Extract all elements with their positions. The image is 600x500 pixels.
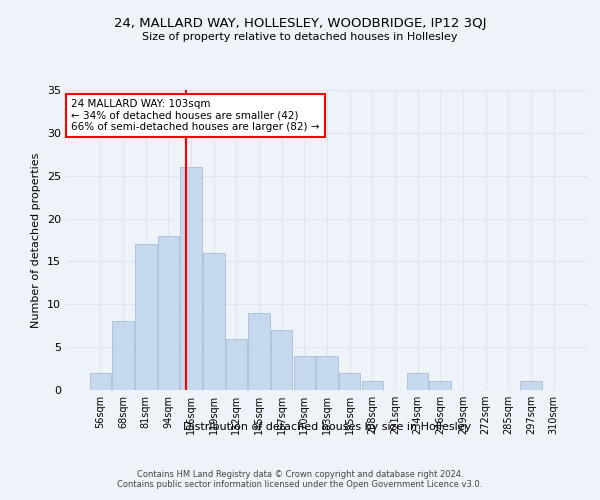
Bar bbox=[248, 313, 270, 390]
Bar bbox=[135, 244, 157, 390]
Bar bbox=[362, 382, 383, 390]
Bar bbox=[407, 373, 428, 390]
Text: Distribution of detached houses by size in Hollesley: Distribution of detached houses by size … bbox=[183, 422, 471, 432]
Y-axis label: Number of detached properties: Number of detached properties bbox=[31, 152, 41, 328]
Bar bbox=[226, 338, 247, 390]
Bar bbox=[181, 167, 202, 390]
Text: 24, MALLARD WAY, HOLLESLEY, WOODBRIDGE, IP12 3QJ: 24, MALLARD WAY, HOLLESLEY, WOODBRIDGE, … bbox=[114, 18, 486, 30]
Bar bbox=[293, 356, 315, 390]
Bar bbox=[203, 253, 224, 390]
Bar bbox=[520, 382, 542, 390]
Bar bbox=[339, 373, 361, 390]
Bar bbox=[316, 356, 338, 390]
Text: 24 MALLARD WAY: 103sqm
← 34% of detached houses are smaller (42)
66% of semi-det: 24 MALLARD WAY: 103sqm ← 34% of detached… bbox=[71, 99, 320, 132]
Bar bbox=[158, 236, 179, 390]
Bar bbox=[430, 382, 451, 390]
Text: Size of property relative to detached houses in Hollesley: Size of property relative to detached ho… bbox=[142, 32, 458, 42]
Bar bbox=[271, 330, 292, 390]
Bar bbox=[112, 322, 134, 390]
Text: Contains HM Land Registry data © Crown copyright and database right 2024.
Contai: Contains HM Land Registry data © Crown c… bbox=[118, 470, 482, 489]
Bar bbox=[90, 373, 111, 390]
